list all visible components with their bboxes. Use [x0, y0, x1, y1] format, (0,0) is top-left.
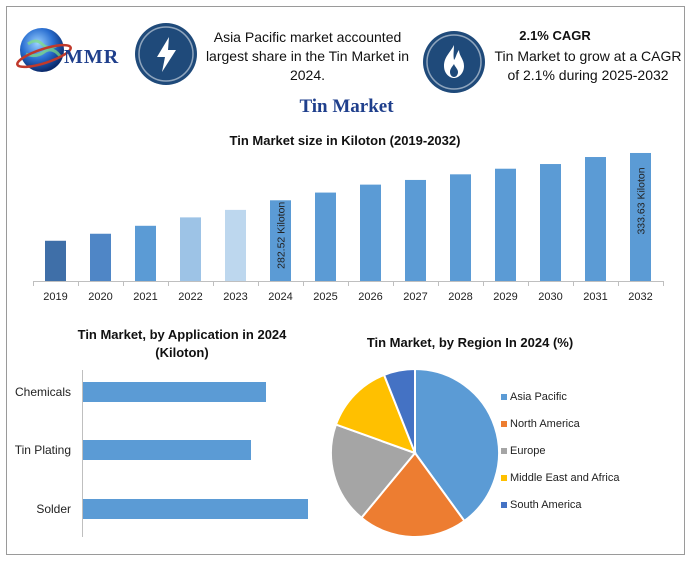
legend-label-north-america: North America: [510, 418, 581, 430]
bar-2021: [135, 225, 156, 281]
legend-swatch-south-america: [501, 502, 507, 508]
x-tick-label-2031: 2031: [583, 291, 607, 303]
lightning-badge: [135, 23, 197, 85]
bar-2024: [270, 200, 291, 281]
x-tick-label-2032: 2032: [628, 291, 652, 303]
x-tick-label-2019: 2019: [43, 291, 67, 303]
lightning-icon: [138, 26, 194, 82]
mmr-logo: [14, 22, 132, 82]
x-tick-label-2027: 2027: [403, 291, 427, 303]
bar-2030: [540, 164, 561, 281]
pie-slice-europe: [330, 423, 417, 520]
y-tick-label-tin-plating: Tin Plating: [15, 443, 71, 457]
pie-slice-south-america: [382, 367, 416, 454]
bar-2032: [630, 152, 651, 281]
bar-2019: [45, 240, 66, 281]
hbar-solder: [83, 499, 308, 519]
legend-label-middle-east-and-africa: Middle East and Africa: [510, 472, 620, 484]
legend-label-europe: Europe: [510, 445, 545, 457]
bar-2026: [360, 184, 381, 281]
bar-2023: [225, 209, 246, 281]
bar-2027: [405, 179, 426, 281]
cagr-heading: 2.1% CAGR: [519, 28, 591, 43]
chart-title-market-size: Tin Market size in Kiloton (2019-2032): [229, 133, 461, 148]
x-tick-label-2021: 2021: [133, 291, 157, 303]
bar-2028: [450, 174, 471, 281]
info-asia-pacific-text: Asia Pacific market accounted largest sh…: [205, 29, 410, 83]
data-label-2024: 282.52 Kiloton: [276, 202, 288, 269]
x-tick-label-2020: 2020: [88, 291, 112, 303]
pie-slice-middle-east-and-africa: [334, 373, 417, 455]
bar-2020: [90, 233, 111, 281]
globe-icon: [16, 28, 72, 72]
market-size-bar-chart: 2019 2020 2021 2022 2023 2024 2025 2026 2027 2028…: [33, 152, 664, 303]
x-tick-label-2025: 2025: [313, 291, 337, 303]
hbar-tin-plating: [83, 440, 251, 460]
y-tick-label-solder: Solder: [36, 502, 71, 516]
pie-slice-asia-pacific: [414, 367, 500, 523]
legend-label-asia-pacific: Asia Pacific: [510, 391, 567, 403]
y-tick-label-chemicals: Chemicals: [15, 385, 71, 399]
chart-title-region: Tin Market, by Region In 2024 (%): [366, 335, 574, 350]
flame-badge: [423, 31, 485, 93]
x-tick-label-2024: 2024: [268, 291, 292, 303]
x-tick-label-2030: 2030: [538, 291, 562, 303]
hbar-chemicals: [83, 382, 266, 402]
x-tick-label-2028: 2028: [448, 291, 472, 303]
legend-label-south-america: South America: [510, 499, 582, 511]
x-tick-label-2022: 2022: [178, 291, 202, 303]
pie-slice-north-america: [360, 451, 466, 538]
chart-title-application: Tin Market, by Application in 2024 (Kilo…: [77, 327, 287, 360]
x-tick-label-2029: 2029: [493, 291, 517, 303]
bar-2031: [585, 157, 606, 281]
legend-swatch-asia-pacific: [501, 394, 507, 400]
data-label-2032: 333.63 Kiloton: [636, 167, 648, 234]
region-pie-chart: Asia Pacific North America Europe Middle Ea…: [330, 367, 620, 538]
legend-swatch-north-america: [501, 421, 507, 427]
flame-icon: [426, 34, 482, 90]
bar-2025: [315, 192, 336, 281]
bar-2022: [180, 217, 201, 281]
legend-swatch-europe: [501, 448, 507, 454]
info-cagr-text: Tin Market to grow at a CAGR of 2.1% dur…: [494, 48, 682, 83]
bar-2029: [495, 168, 516, 281]
x-tick-label-2026: 2026: [358, 291, 382, 303]
legend-swatch-middle-east-and-africa: [501, 475, 507, 481]
page-title: Tin Market: [299, 96, 394, 117]
x-tick-label-2023: 2023: [223, 291, 247, 303]
application-bar-chart: Chemicals Tin Plating Solder: [15, 370, 308, 537]
logo-text: MMR: [64, 46, 120, 68]
